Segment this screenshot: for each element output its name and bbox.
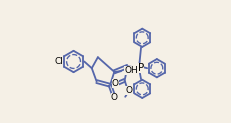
Text: P: P bbox=[138, 63, 144, 73]
Text: O: O bbox=[112, 79, 119, 88]
Text: O: O bbox=[111, 93, 118, 102]
Text: OH: OH bbox=[124, 66, 138, 75]
Text: Cl: Cl bbox=[54, 57, 63, 66]
Text: O: O bbox=[125, 86, 132, 95]
